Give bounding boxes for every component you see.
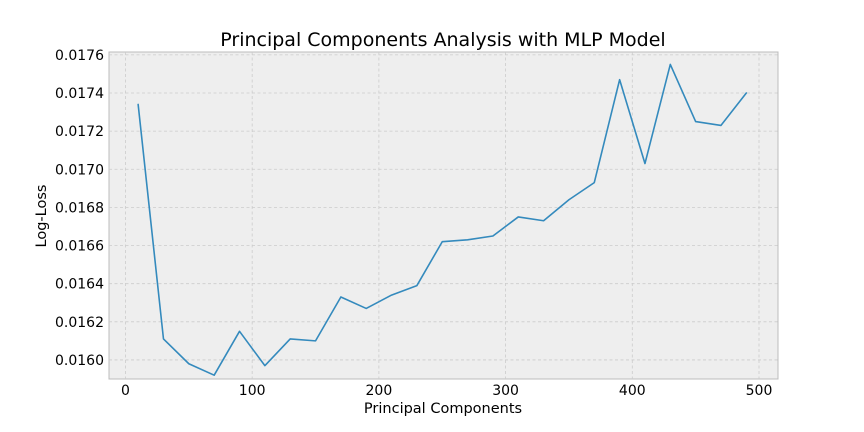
x-tick-label: 200 [366, 383, 393, 399]
y-tick-label: 0.0168 [55, 200, 104, 216]
y-tick-label: 0.0164 [55, 277, 104, 293]
y-tick-label: 0.0176 [55, 48, 104, 64]
y-tick-label: 0.0160 [55, 353, 104, 369]
series-layer [137, 63, 748, 376]
x-tick-label: 500 [746, 383, 773, 399]
grid [109, 52, 778, 379]
x-axis: 0 100 200 300 400 500 [121, 383, 772, 399]
y-tick-label: 0.0174 [55, 86, 104, 102]
y-tick-label: 0.0162 [55, 315, 104, 331]
x-tick-label: 400 [619, 383, 646, 399]
y-axis-label: Log-Loss [34, 185, 50, 248]
x-axis-label: Principal Components [364, 401, 522, 417]
chart-title: Principal Components Analysis with MLP M… [220, 29, 665, 51]
y-tick-label: 0.0166 [55, 239, 104, 255]
x-tick-label: 300 [492, 383, 519, 399]
plot-area [108, 51, 779, 380]
x-tick-label: 0 [121, 383, 130, 399]
y-axis: 0.0160 0.0162 0.0164 0.0166 0.0168 0.0170 0.01… [55, 48, 104, 369]
y-tick-label: 0.0172 [55, 124, 104, 140]
x-tick-label: 100 [239, 383, 266, 399]
y-tick-label: 0.0170 [55, 162, 104, 178]
series-line [137, 63, 748, 376]
